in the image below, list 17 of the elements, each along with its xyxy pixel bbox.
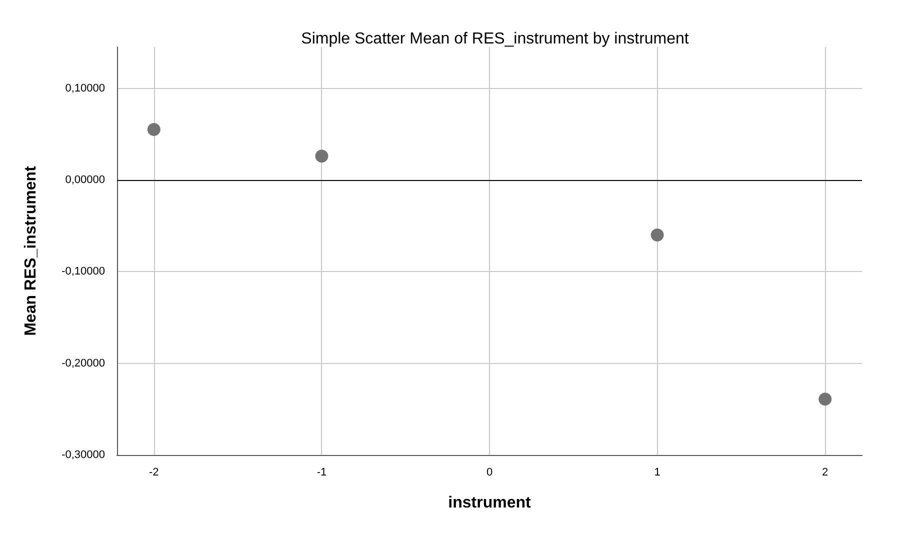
y-tick-label: 0,00000: [65, 174, 105, 186]
y-tick-label: -0,10000: [62, 266, 105, 278]
x-axis-title: instrument: [448, 494, 532, 512]
chart-title: Simple Scatter Mean of RES_instrument by instrument: [301, 30, 690, 48]
y-tick-label: -0,30000: [62, 449, 105, 461]
point: [315, 150, 328, 163]
y-axis-title: Mean RES_instrument: [22, 165, 40, 336]
point: [818, 392, 832, 406]
x-tick-label: 0: [486, 466, 493, 478]
x-tick-label: -2: [149, 466, 159, 478]
y-tick-label: 0,10000: [65, 82, 105, 94]
y-tick-label: -0,20000: [62, 357, 105, 370]
x-tick-label: 2: [822, 466, 828, 478]
point: [147, 123, 160, 136]
x-tick-label: 1: [654, 466, 660, 478]
x-tick-label: -1: [316, 466, 327, 478]
point: [650, 228, 664, 242]
